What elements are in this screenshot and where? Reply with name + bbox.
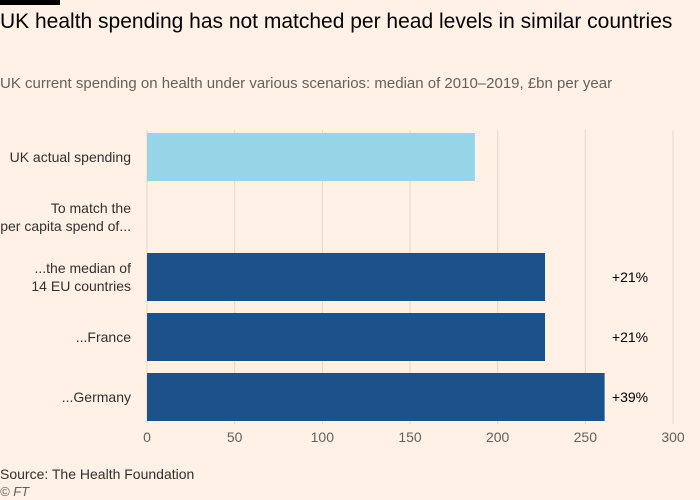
bar-chart: 0 50 100 150 200 250 300 UK actual spending To m…: [0, 130, 685, 445]
x-tick-label: 150: [398, 429, 422, 445]
chart-subtitle: UK current spending on health under vari…: [0, 75, 613, 92]
bar-0: [147, 133, 475, 181]
bar-2: [147, 253, 546, 301]
bar-4: [147, 373, 605, 421]
data-label: +39%: [612, 389, 648, 405]
category-label: 14 EU countries: [31, 278, 131, 294]
x-tick-label: 300: [661, 429, 685, 445]
ft-top-bar: [0, 0, 60, 5]
data-label: +21%: [612, 269, 648, 285]
data-label: +21%: [612, 329, 648, 345]
category-label: ...Germany: [62, 389, 131, 405]
chart-title: UK health spending has not matched per h…: [0, 10, 673, 33]
category-label: ...the median of: [34, 260, 131, 276]
x-tick-label: 200: [486, 429, 510, 445]
x-tick-label: 50: [227, 429, 243, 445]
category-label: UK actual spending: [10, 149, 131, 165]
category-label: To match the: [51, 200, 131, 216]
x-tick-label: 250: [574, 429, 598, 445]
category-label: ...France: [76, 329, 131, 345]
source-note: Source: The Health Foundation: [0, 466, 195, 482]
bar-3: [147, 313, 546, 361]
x-tick-label: 0: [143, 429, 151, 445]
category-label: per capita spend of...: [0, 218, 131, 234]
x-tick-label: 100: [311, 429, 335, 445]
ft-credit: © FT: [0, 484, 30, 499]
